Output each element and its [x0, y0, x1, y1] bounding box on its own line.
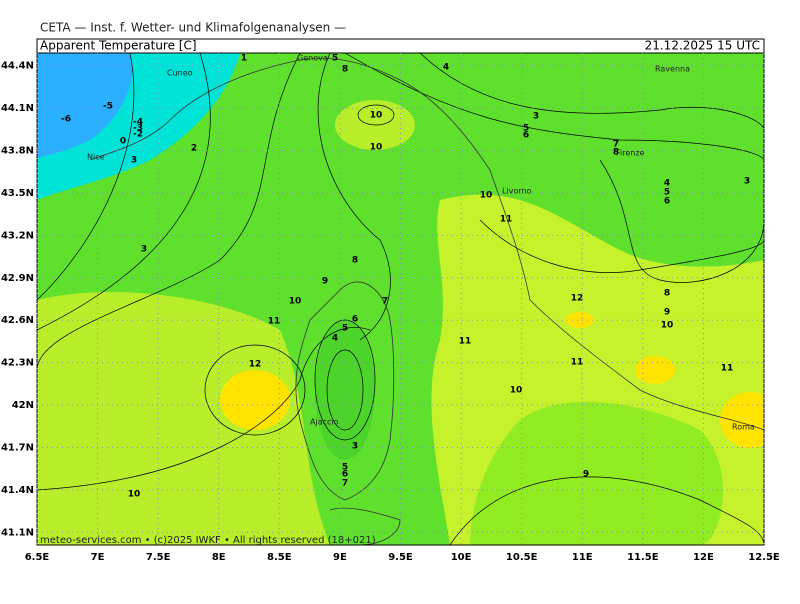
contour-label: 10 [480, 191, 493, 201]
x-tick-label: 12.5E [748, 552, 780, 563]
valid-time: 21.12.2025 15 UTC [645, 39, 760, 53]
contour-label: 6 [342, 470, 348, 480]
y-tick-label: 44.4N [1, 61, 34, 72]
contour-label: 7 [613, 140, 619, 150]
contour-label: 4 [443, 63, 449, 73]
x-tick-label: 7E [91, 552, 105, 563]
contour-label: 8 [342, 65, 348, 75]
contour-label: 9 [583, 470, 589, 480]
contour-label: 10 [370, 111, 383, 121]
contour-label: 10 [370, 143, 383, 153]
contour-label: 12 [571, 294, 584, 304]
y-tick-label: 42N [12, 400, 34, 411]
city-label: Roma [732, 423, 755, 432]
y-tick-label: 41.4N [1, 485, 34, 496]
institute: CETA — Inst. f. Wetter- und Klimafolgena… [40, 21, 346, 35]
city-label: Ravenna [655, 65, 690, 74]
contour-label: 7 [382, 297, 388, 307]
city-label: Ajaccio [310, 418, 339, 427]
x-tick-label: 7.5E [146, 552, 171, 563]
x-tick-label: 11.5E [627, 552, 659, 563]
contour-label: 8 [664, 289, 670, 299]
y-tick-label: 43.5N [1, 188, 34, 199]
y-tick-label: 43.8N [1, 146, 34, 157]
contour-label: 5 [664, 188, 670, 198]
contour-label: 6 [664, 197, 670, 207]
x-tick-label: 11E [572, 552, 593, 563]
contour-label: 3 [131, 156, 137, 166]
contour-label: 3 [141, 245, 147, 255]
y-tick-label: 42.6N [1, 315, 34, 326]
y-tick-label: 43.2N [1, 230, 34, 241]
contour-label: -3 [133, 124, 143, 134]
contour-label: 11 [268, 317, 281, 327]
contour-label: 11 [459, 337, 472, 347]
field [37, 53, 764, 545]
city-label: Nice [87, 153, 105, 162]
contour-label: 0 [120, 137, 126, 147]
contour-label: 5 [342, 324, 348, 334]
contour-label: 10 [661, 321, 674, 331]
contour-label: 5 [332, 54, 338, 64]
contour-label: 11 [500, 215, 513, 225]
contour-label: 3 [352, 442, 358, 452]
city-label: Firenze [616, 149, 645, 158]
contour-label: 5 [342, 463, 348, 473]
contour-label: -5 [103, 102, 113, 112]
contour-label: 3 [533, 112, 539, 122]
contour-label: 10 [128, 490, 141, 500]
contour-label: 6 [352, 315, 358, 325]
footer: meteo-services.com • (c)2025 IWKF • All … [40, 535, 376, 546]
contour-label: 8 [352, 256, 358, 266]
x-tick-label: 8E [212, 552, 226, 563]
y-tick-label: 44.1N [1, 103, 34, 114]
x-tick-label: 9E [333, 552, 347, 563]
x-tick-label: 10.5E [506, 552, 538, 563]
contour-label: 9 [664, 308, 670, 318]
x-tick-label: 12E [693, 552, 714, 563]
city-label: Cuneo [167, 69, 193, 78]
contour-label: 5 [523, 124, 529, 134]
city-label: Genova [297, 54, 328, 63]
contour-label: 8 [613, 148, 619, 158]
contour-label: 7 [342, 479, 348, 489]
contour-label: 2 [191, 144, 197, 154]
contour-label: 10 [289, 297, 302, 307]
contour-label: 3 [744, 177, 750, 187]
y-tick-label: 42.9N [1, 273, 34, 284]
contour-label: 9 [322, 277, 328, 287]
coastline [89, 57, 764, 545]
contour-label: 1 [241, 54, 247, 64]
contour-label: 4 [664, 179, 670, 189]
city-label: Livorno [502, 187, 532, 196]
x-tick-label: 6.5E [25, 552, 50, 563]
contour-label: 12 [249, 360, 262, 370]
contour-label: 10 [510, 386, 523, 396]
contour-label: 4 [332, 334, 338, 344]
x-tick-label: 8.5E [267, 552, 292, 563]
contour-label: 11 [721, 364, 734, 374]
contour-label: -6 [61, 115, 71, 125]
x-tick-label: 9.5E [388, 552, 413, 563]
y-tick-label: 41.7N [1, 442, 34, 453]
contour-label: 6 [523, 131, 529, 141]
y-tick-label: 41.1N [1, 527, 34, 538]
contour-label: 11 [571, 358, 584, 368]
x-tick-label: 10E [451, 552, 472, 563]
contour-label: -2 [133, 130, 143, 140]
map-title: Apparent Temperature [C] [40, 39, 197, 53]
contour-label: -4 [133, 118, 143, 128]
y-tick-label: 42.3N [1, 358, 34, 369]
